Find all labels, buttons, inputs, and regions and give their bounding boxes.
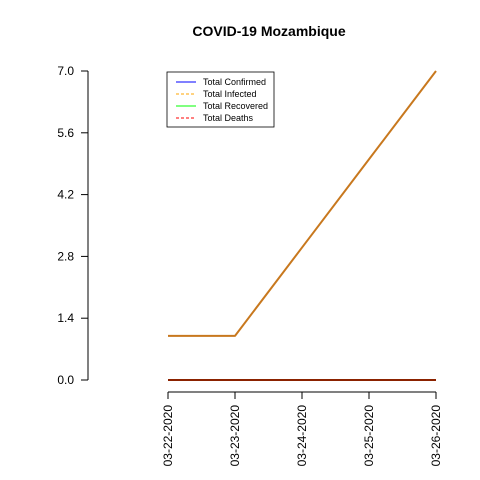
legend-label: Total Infected [203,89,257,99]
x-tick-label: 03-22-2020 [161,405,175,467]
x-tick-label: 03-23-2020 [228,405,242,467]
y-tick-label: 1.4 [57,311,74,325]
x-tick-label: 03-24-2020 [295,405,309,467]
legend-label: Total Confirmed [203,77,266,87]
chart-title: COVID-19 Mozambique [192,23,345,39]
y-tick-label: 4.2 [57,188,74,202]
y-tick-label: 2.8 [57,249,74,263]
y-tick-label: 7.0 [57,64,74,78]
y-ticks: 0.0 1.4 2.8 4.2 5.6 7.0 [57,64,88,387]
y-tick-label: 0.0 [57,373,74,387]
legend: Total Confirmed Total Infected Total Recov… [166,71,275,128]
x-tick-label: 03-26-2020 [429,405,443,467]
legend-label: Total Deaths [203,113,254,123]
x-ticks: 03-22-2020 03-23-2020 03-24-2020 03-25-2020… [161,392,443,466]
legend-box [166,71,275,128]
series-line [168,70,437,337]
plot-lines [168,70,437,381]
legend-label: Total Recovered [203,101,268,111]
y-tick-label: 5.6 [57,126,74,140]
x-tick-label: 03-25-2020 [362,405,376,467]
